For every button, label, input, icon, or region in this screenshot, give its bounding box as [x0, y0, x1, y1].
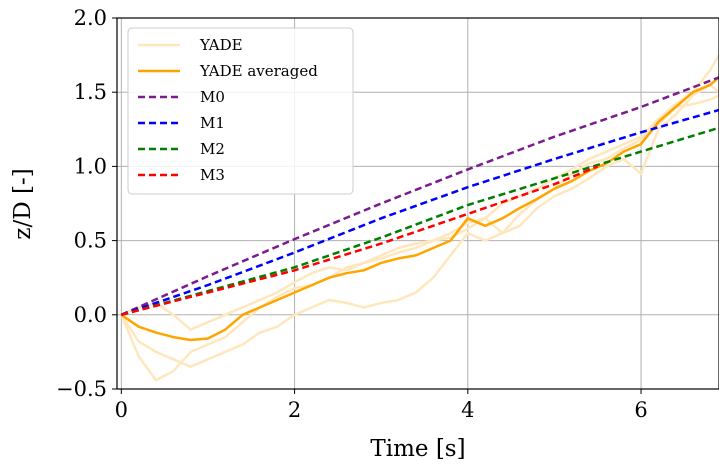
series-line-yade-averaged — [120, 76, 719, 342]
axis-ticks: 0 2 4 6 −0.5 0.0 0.5 1.0 1.5 2.0 — [56, 6, 648, 422]
legend-label: M2 — [200, 140, 225, 158]
legend-label: YADE averaged — [199, 62, 318, 80]
plot-area — [120, 54, 719, 382]
legend-label: M3 — [200, 166, 225, 184]
series-line-m0 — [120, 76, 719, 316]
x-tick-label: 4 — [461, 398, 474, 422]
y-tick-label: 0.0 — [74, 303, 107, 327]
series-line-yade-run-2 — [120, 94, 719, 331]
series-layer — [120, 54, 719, 382]
x-tick-label: 6 — [634, 398, 647, 422]
series-line-yade — [120, 54, 719, 382]
plot-frame — [116, 17, 719, 390]
legend: YADE YADE averaged M0 M1 M2 M3 — [127, 27, 354, 195]
y-axis-label: z/D [-] — [10, 168, 36, 239]
series-line-yade-run-1 — [120, 83, 719, 368]
legend-label: M1 — [200, 114, 225, 132]
y-tick-label: 0.5 — [74, 229, 107, 253]
x-axis-label: Time [s] — [370, 436, 465, 462]
series-line-m3 — [120, 165, 599, 317]
x-tick-label: 0 — [115, 398, 128, 422]
legend-label: M0 — [200, 88, 225, 106]
series-line-m1 — [120, 108, 719, 316]
y-tick-label: 2.0 — [74, 6, 107, 30]
y-tick-label: 1.5 — [74, 80, 107, 104]
series-line-m2 — [120, 126, 719, 317]
y-tick-label: −0.5 — [56, 377, 107, 401]
legend-label: YADE — [199, 36, 243, 54]
legend-box — [127, 27, 354, 195]
y-tick-label: 1.0 — [74, 154, 107, 178]
x-tick-label: 2 — [288, 398, 301, 422]
